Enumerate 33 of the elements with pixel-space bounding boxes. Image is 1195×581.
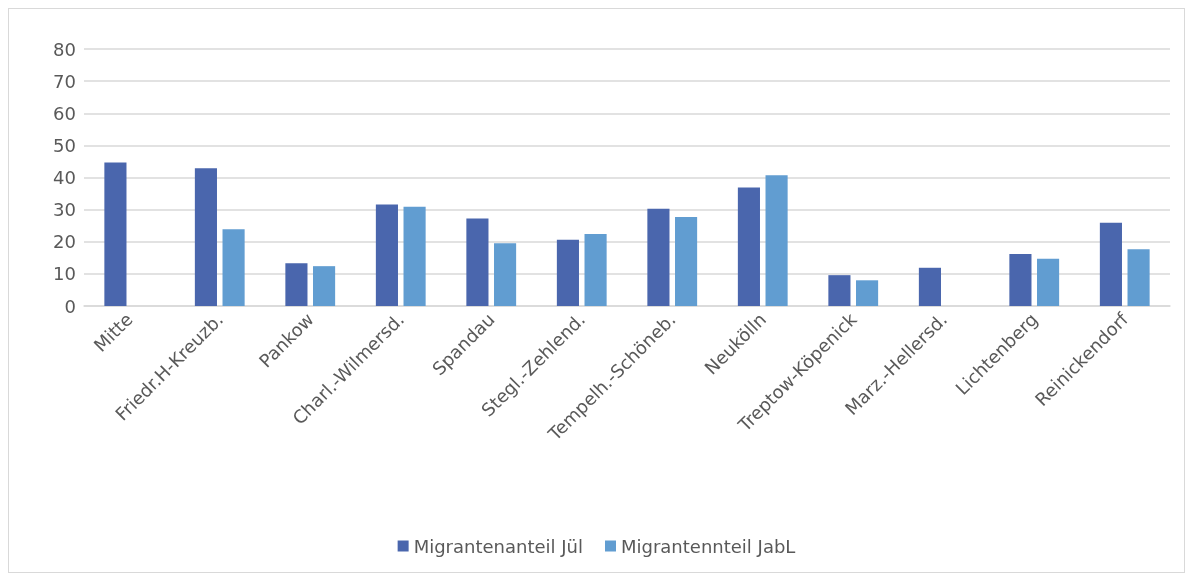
bar xyxy=(1099,222,1122,306)
bar xyxy=(375,204,398,306)
bar xyxy=(494,243,517,306)
y-tick-label: 70 xyxy=(53,70,76,92)
legend-label: Migrantenanteil Jül xyxy=(413,535,583,557)
bar xyxy=(584,234,607,306)
bar xyxy=(765,175,788,306)
legend-label: Migrantennteil JabL xyxy=(620,535,796,557)
y-tick-label: 60 xyxy=(53,102,76,124)
y-tick-label: 0 xyxy=(64,295,76,317)
y-tick-label: 10 xyxy=(53,263,76,285)
y-tick-label: 20 xyxy=(53,231,76,253)
bar xyxy=(194,168,217,306)
bar xyxy=(313,266,336,306)
bar xyxy=(466,218,489,306)
bar xyxy=(1009,253,1032,306)
bar xyxy=(1037,258,1060,306)
bar xyxy=(856,280,879,306)
y-tick-label: 80 xyxy=(53,38,76,60)
bar xyxy=(104,162,127,306)
bar xyxy=(1127,249,1150,306)
bar xyxy=(675,217,698,306)
y-tick-label: 50 xyxy=(53,134,76,156)
bar xyxy=(737,187,760,306)
bar xyxy=(828,275,851,306)
bar xyxy=(918,267,941,306)
bar xyxy=(556,239,579,306)
bar xyxy=(647,208,670,306)
bar xyxy=(222,229,245,306)
y-tick-label: 30 xyxy=(53,199,76,221)
bar xyxy=(285,263,308,306)
bar xyxy=(403,206,426,306)
y-tick-label: 40 xyxy=(53,167,76,188)
